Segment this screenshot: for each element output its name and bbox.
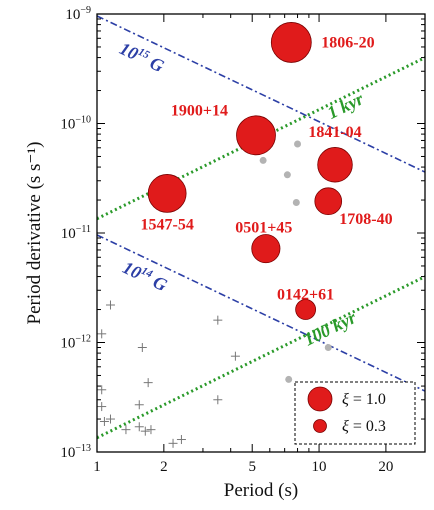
magnetar-marker-1 <box>236 115 276 156</box>
gray-source-2 <box>283 171 291 179</box>
x-axis-title: Period (s) <box>224 480 298 501</box>
pulsar-marker-10 <box>134 422 144 432</box>
magnetar-label-1: 1900+14 <box>171 102 228 119</box>
pulsar-marker-9 <box>121 425 131 435</box>
magnetar-label-3: 1547-54 <box>140 216 193 233</box>
magnetar-label-4: 1708-40 <box>339 211 392 228</box>
gray-source-5 <box>285 375 293 383</box>
pulsar-marker-17 <box>230 351 240 361</box>
x-tick-label-4: 20 <box>378 459 393 475</box>
gray-source-1 <box>259 156 267 164</box>
y-tick-label-4: 10−9 <box>65 5 91 23</box>
b-field-line-0 <box>97 15 425 173</box>
magnetar-label-2: 1841-04 <box>308 124 361 141</box>
legend-marker-0 <box>307 386 333 412</box>
gray-sources <box>259 140 332 383</box>
pulsar-marker-2 <box>137 343 147 353</box>
magnetar-marker-6 <box>295 299 317 320</box>
legend-value: = 0.3 <box>349 418 386 435</box>
y-tick-label-2: 10−11 <box>61 224 91 242</box>
x-axis: 1 2 5 10 20 <box>93 14 426 475</box>
x-tick-label-2: 5 <box>248 459 256 475</box>
x-tick-label-0: 1 <box>93 459 101 475</box>
y-tick-label-3: 10−10 <box>60 115 91 133</box>
magnetar-label-5: 0501+45 <box>235 220 292 237</box>
magnetar-marker-3 <box>147 174 187 213</box>
y-tick-exponent: −9 <box>80 5 91 16</box>
b-field-label-base: 10 <box>117 38 142 64</box>
radio-pulsars <box>97 300 240 448</box>
age-line-1 <box>97 275 425 440</box>
b-field-label-1: 1014 G <box>120 257 171 295</box>
legend-symbol: ξ <box>342 418 349 435</box>
pulsar-marker-11 <box>140 426 150 436</box>
legend-symbol: ξ <box>342 391 349 408</box>
legend-marker-1 <box>313 419 327 433</box>
y-tick-mantissa: 10 <box>60 336 75 352</box>
gray-source-3 <box>292 198 300 206</box>
y-tick-mantissa: 10 <box>60 445 75 461</box>
pulsar-marker-13 <box>168 438 178 448</box>
b-field-label-0: 1015 G <box>117 38 168 76</box>
x-tick-label-1: 2 <box>160 459 168 475</box>
y-tick-exponent: −10 <box>75 115 91 126</box>
x-tick-label-3: 10 <box>312 459 327 475</box>
magnetar-label-0: 1806-20 <box>321 34 374 51</box>
legend-value: = 1.0 <box>349 391 386 408</box>
legend: ξ = 1.0ξ = 0.3 <box>294 381 416 445</box>
gray-source-4 <box>324 344 332 352</box>
pulsar-marker-12 <box>146 425 156 435</box>
pulsar-marker-7 <box>105 414 115 424</box>
y-tick-exponent: −12 <box>75 334 91 345</box>
magnetar-marker-2 <box>317 147 353 183</box>
y-tick-mantissa: 10 <box>60 117 75 133</box>
pulsar-marker-3 <box>143 378 153 388</box>
pulsar-marker-0 <box>105 300 115 310</box>
age-label-0: 1 kyr <box>324 88 367 123</box>
b-field-label-base: 10 <box>120 257 145 283</box>
pulsar-marker-16 <box>213 395 223 405</box>
gray-source-0 <box>294 140 302 148</box>
y-tick-mantissa: 10 <box>65 7 80 23</box>
pulsar-marker-15 <box>213 315 223 325</box>
y-tick-label-1: 10−12 <box>60 334 91 352</box>
legend-label-1: ξ = 0.3 <box>342 418 386 435</box>
b-field-label-exp: 14 <box>139 265 155 281</box>
magnetar-marker-0 <box>270 22 312 63</box>
magnetar-label-6: 0142+61 <box>277 287 334 304</box>
y-axis-title: Period derivative (s s⁻¹) <box>24 142 45 325</box>
pulsar-marker-6 <box>134 400 144 410</box>
pulsar-marker-1 <box>97 329 107 339</box>
b-field-line-1 <box>97 234 425 392</box>
legend-label-0: ξ = 1.0 <box>342 391 386 408</box>
y-tick-exponent: −11 <box>76 224 91 235</box>
pulsar-marker-5 <box>97 402 107 412</box>
y-tick-exponent: −13 <box>75 443 91 454</box>
y-tick-mantissa: 10 <box>61 226 76 242</box>
pulsar-marker-4 <box>97 385 107 395</box>
magnetar-marker-4 <box>314 187 343 216</box>
magnetars: 1806-20 1900+14 1841-04 1547-54 1708-40 0501+… <box>140 22 393 320</box>
pulsar-marker-8 <box>99 416 109 426</box>
y-tick-label-0: 10−13 <box>60 443 91 461</box>
magnetar-marker-5 <box>251 234 281 264</box>
pulsar-marker-14 <box>176 435 186 445</box>
b-field-label-exp: 15 <box>136 46 152 62</box>
